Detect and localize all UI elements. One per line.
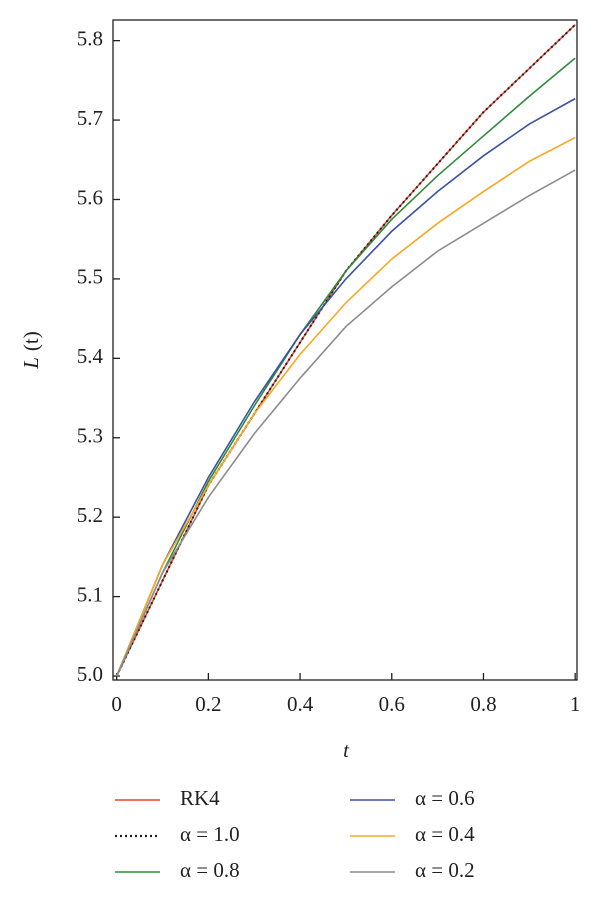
legend-label: α = 0.6	[415, 786, 475, 810]
series-line	[115, 24, 576, 677]
series-line	[115, 169, 576, 677]
legend-label: RK4	[180, 786, 220, 810]
y-axis-label: L (t)	[19, 331, 43, 370]
series-line	[115, 24, 576, 677]
legend-label: α = 0.8	[180, 858, 240, 882]
x-tick-label: 0.4	[287, 692, 314, 716]
y-tick-label: 5.1	[77, 582, 103, 606]
series-line	[115, 97, 576, 677]
series-line	[115, 57, 576, 677]
x-tick-label: 0.8	[470, 692, 496, 716]
legend-label: α = 0.4	[415, 822, 475, 846]
x-tick-label: 1	[570, 692, 581, 716]
x-tick-label: 0.6	[379, 692, 405, 716]
y-tick-label: 5.6	[77, 185, 103, 209]
y-label-main: L	[19, 357, 43, 370]
y-tick-label: 5.5	[77, 265, 103, 289]
x-tick-label: 0	[111, 692, 122, 716]
y-tick-label: 5.8	[77, 26, 103, 50]
plot-frame	[112, 19, 578, 681]
x-axis-label: t	[343, 738, 350, 762]
y-tick-label: 5.2	[77, 503, 103, 527]
legend-label: α = 0.2	[415, 858, 475, 882]
y-tick-label: 5.7	[77, 106, 103, 130]
y-tick-label: 5.0	[77, 662, 103, 686]
series-line	[115, 136, 576, 677]
y-tick-label: 5.4	[77, 344, 104, 368]
x-tick-label: 0.2	[195, 692, 221, 716]
y-label-arg: (t)	[19, 331, 43, 351]
y-tick-label: 5.3	[77, 424, 103, 448]
legend-label: α = 1.0	[180, 822, 240, 846]
